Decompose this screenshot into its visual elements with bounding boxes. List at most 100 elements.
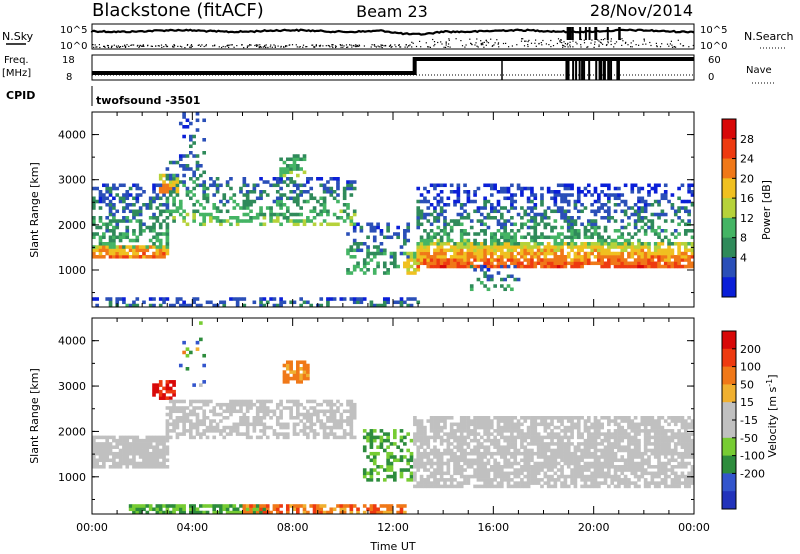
- heatmap-cell: [563, 212, 568, 217]
- heatmap-cell: [643, 199, 648, 204]
- heatmap-cell: [95, 461, 99, 466]
- heatmap-cell: [336, 409, 340, 414]
- heatmap-cell: [433, 232, 437, 236]
- heatmap-cell: [122, 196, 126, 201]
- noise-search-dot: [600, 42, 602, 44]
- heatmap-cell: [332, 422, 337, 427]
- heatmap-cell: [667, 238, 671, 243]
- heatmap-cell: [667, 458, 671, 463]
- noise-search-dot: [377, 45, 379, 47]
- heatmap-cell: [540, 448, 544, 453]
- heatmap-cell: [479, 242, 484, 246]
- heatmap-cell: [403, 264, 407, 269]
- heatmap-cell: [576, 429, 581, 433]
- heatmap-cell: [292, 222, 297, 227]
- heatmap-cell: [586, 245, 591, 249]
- heatmap-cell: [125, 445, 130, 449]
- heatmap-cell: [306, 416, 310, 420]
- heatmap-cell: [597, 199, 601, 204]
- heatmap-cell: [306, 190, 310, 194]
- heatmap-cell: [168, 183, 173, 188]
- heatmap-cell: [439, 245, 444, 249]
- heatmap-cell: [453, 255, 457, 259]
- noise-search-dot: [205, 44, 207, 46]
- heatmap-cell: [185, 167, 190, 171]
- heatmap-cell: [613, 465, 618, 469]
- heatmap-cell: [128, 203, 133, 207]
- heatmap-cell: [613, 468, 618, 472]
- heatmap-cell: [483, 248, 487, 253]
- heatmap-cell: [486, 251, 491, 256]
- heatmap-cell: [540, 242, 544, 246]
- heatmap-cell: [302, 416, 307, 420]
- heatmap-cell: [449, 458, 454, 463]
- heatmap-cell: [673, 474, 678, 479]
- heatmap-cell: [393, 474, 397, 479]
- heatmap-cell: [633, 438, 638, 443]
- heatmap-cell: [657, 248, 661, 253]
- heatmap-cell: [352, 222, 357, 227]
- heatmap-cell: [212, 412, 217, 417]
- heatmap-cell: [640, 216, 645, 220]
- heatmap-cell: [413, 471, 417, 476]
- heatmap-cell: [115, 225, 120, 230]
- heatmap-cell: [255, 216, 260, 220]
- heatmap-cell: [463, 209, 467, 214]
- heatmap-cell: [617, 258, 621, 262]
- heatmap-cell: [640, 225, 645, 230]
- noise-search-dot: [315, 45, 317, 47]
- heatmap-cell: [526, 186, 531, 191]
- heatmap-cell: [540, 438, 544, 443]
- heatmap-cell: [573, 219, 578, 223]
- heatmap-cell: [158, 173, 163, 178]
- heatmap-cell: [560, 258, 564, 262]
- heatmap-cell: [259, 190, 263, 194]
- heatmap-cell: [356, 245, 360, 249]
- heatmap-cell: [553, 465, 558, 469]
- heatmap-cell: [178, 164, 183, 168]
- heatmap-cell: [610, 432, 615, 436]
- heatmap-cell: [459, 484, 464, 489]
- noise-search-dot: [267, 46, 269, 49]
- heatmap-cell: [640, 422, 645, 427]
- heatmap-cell: [175, 399, 180, 404]
- heatmap-cell: [372, 238, 377, 243]
- heatmap-cell: [443, 209, 447, 214]
- heatmap-cell: [352, 212, 357, 217]
- heatmap-cell: [489, 235, 494, 240]
- heatmap-cell: [142, 438, 146, 443]
- heatmap-cell: [162, 297, 166, 301]
- heatmap-cell: [466, 242, 471, 246]
- heatmap-cell: [489, 425, 494, 430]
- heatmap-cell: [269, 212, 273, 217]
- heatmap-cell: [637, 190, 641, 194]
- heatmap-cell: [352, 268, 357, 272]
- heatmap-cell: [660, 438, 665, 443]
- heatmap-cell: [125, 461, 130, 466]
- heatmap-cell: [188, 435, 193, 440]
- heatmap-cell: [275, 180, 280, 184]
- heatmap-cell: [346, 271, 350, 275]
- heatmap-cell: [516, 429, 521, 433]
- heatmap-cell: [623, 458, 628, 463]
- heatmap-cell: [453, 219, 457, 223]
- noise-search-dot: [285, 46, 287, 48]
- heatmap-cell: [510, 425, 514, 430]
- heatmap-cell: [453, 435, 457, 440]
- heatmap-cell: [292, 167, 297, 171]
- heatmap-cell: [530, 219, 534, 223]
- heatmap-cell: [607, 474, 611, 479]
- heatmap-cell: [416, 186, 421, 191]
- heatmap-cell: [195, 154, 200, 158]
- heatmap-cell: [613, 238, 618, 243]
- heatmap-cell: [473, 190, 477, 194]
- heatmap-cell: [409, 297, 414, 301]
- heatmap-cell: [168, 412, 173, 417]
- heatmap-cell: [630, 481, 635, 485]
- heatmap-cell: [516, 422, 521, 427]
- heatmap-cell: [647, 264, 651, 269]
- heatmap-cell: [680, 255, 685, 259]
- heatmap-cell: [296, 416, 300, 420]
- heatmap-cell: [349, 193, 354, 197]
- heatmap-cell: [483, 199, 487, 204]
